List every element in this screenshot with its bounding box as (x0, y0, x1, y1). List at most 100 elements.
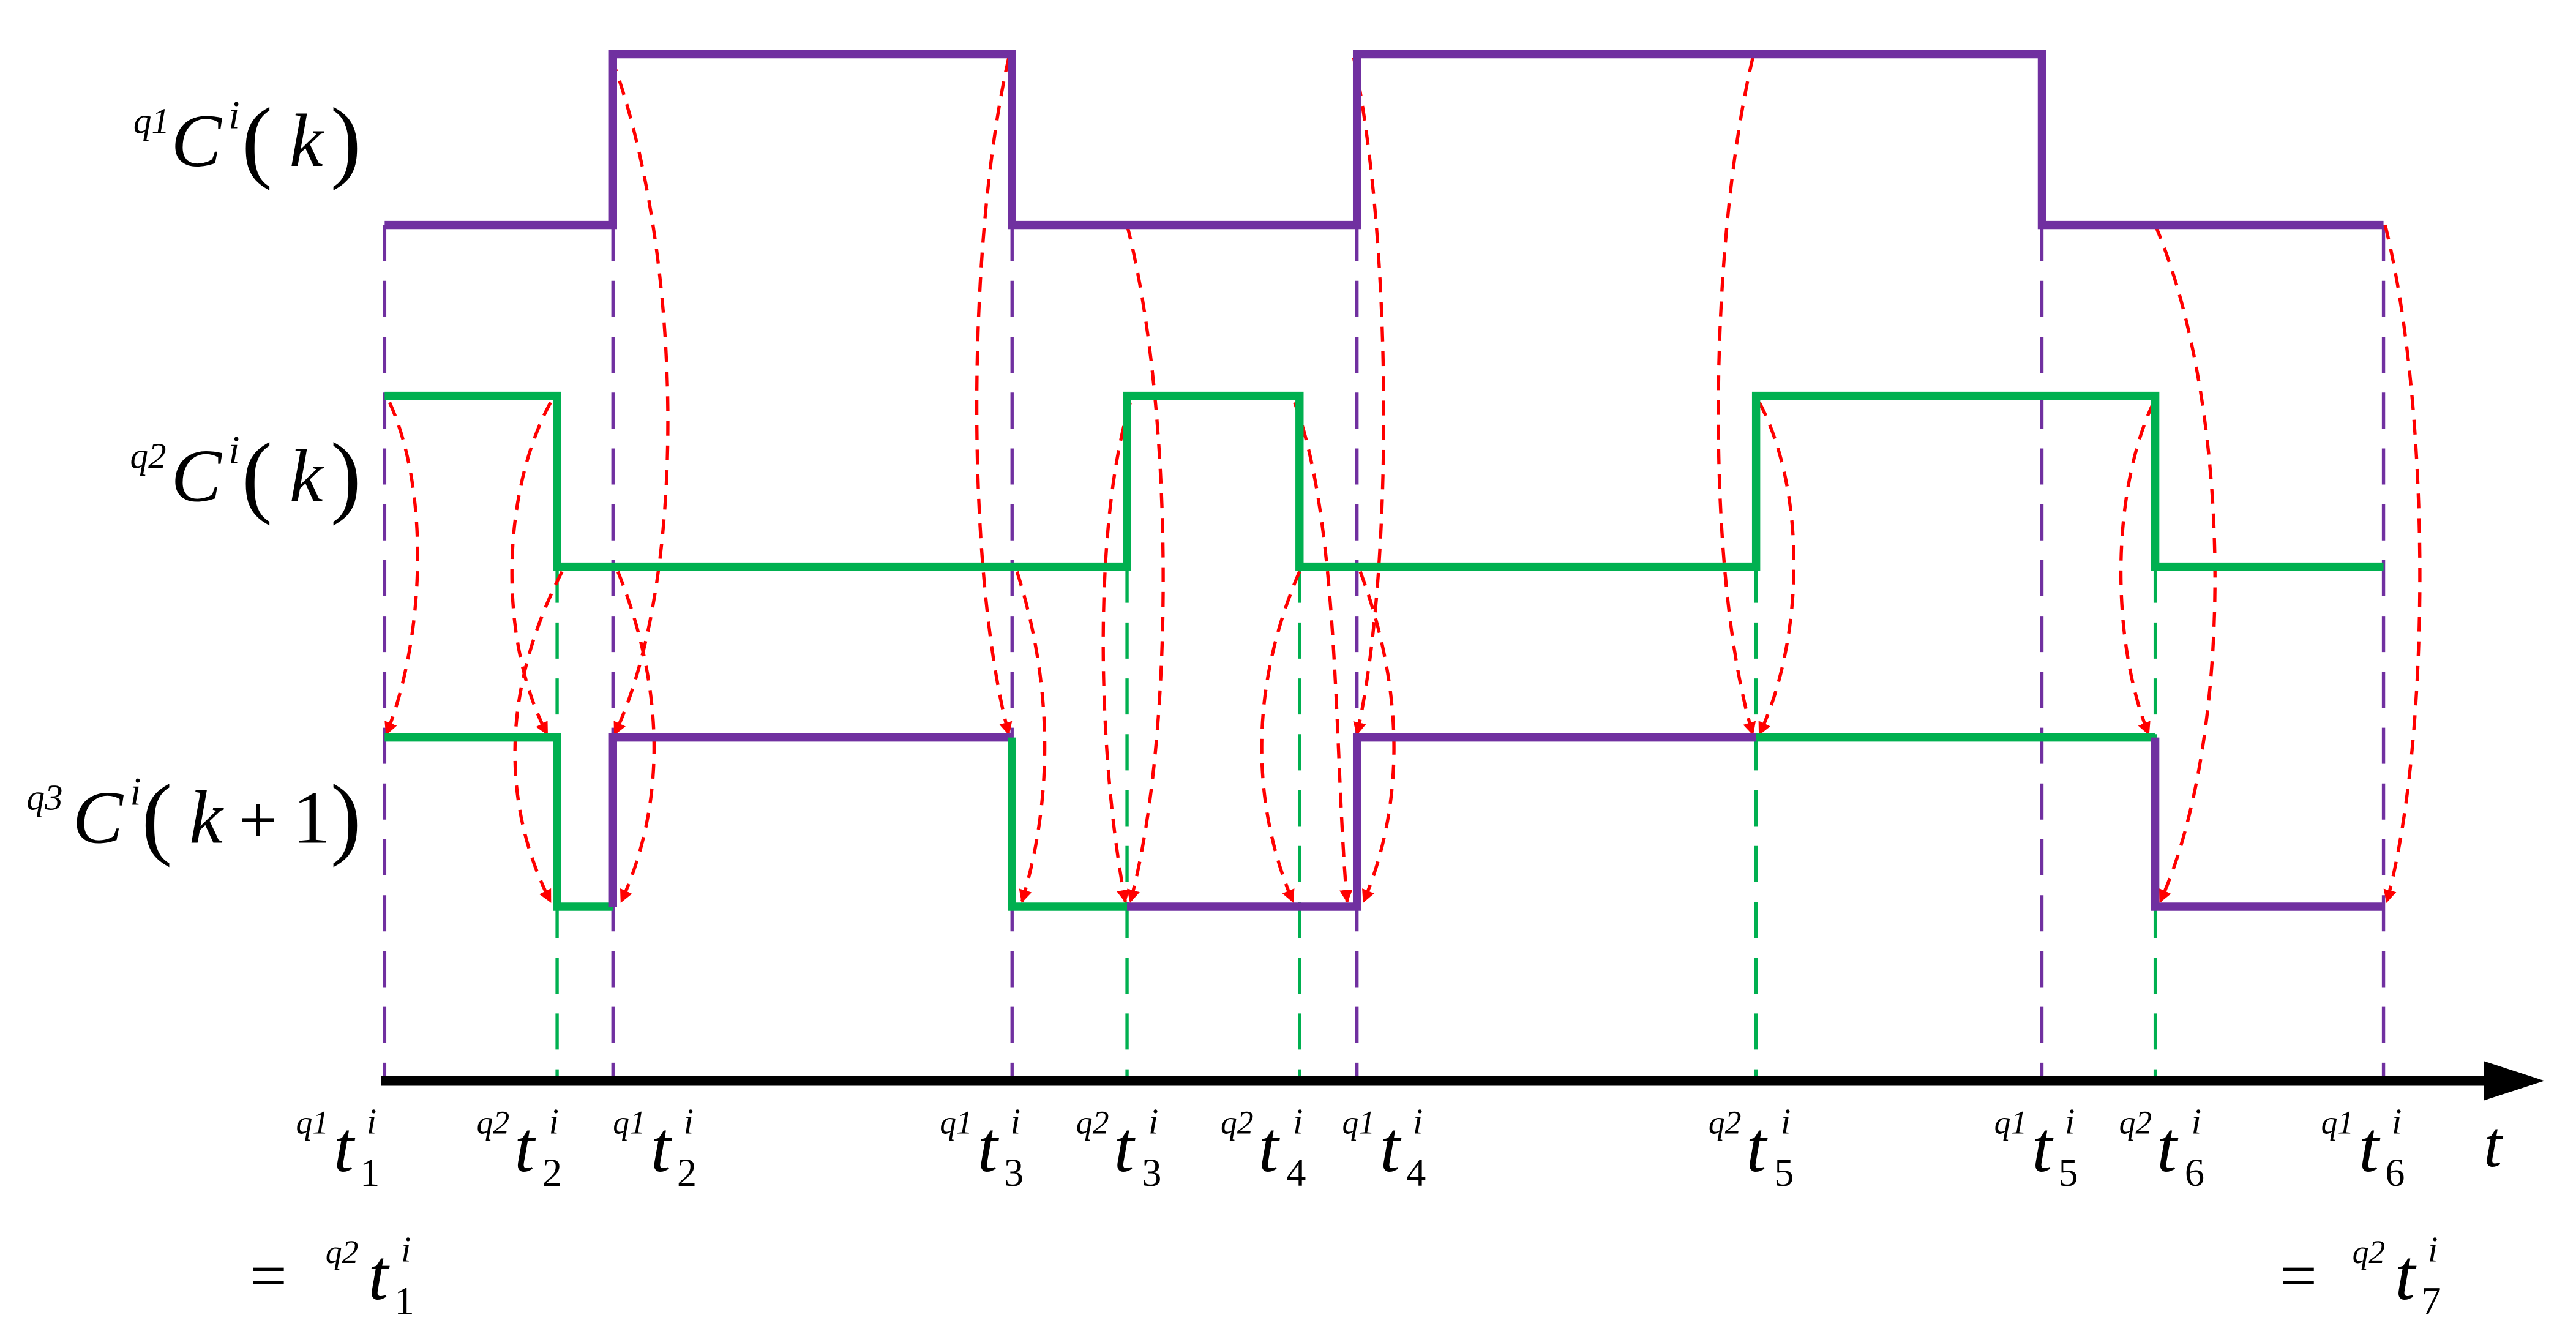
equality-left: = q2 t i 1 (250, 1229, 414, 1323)
svg-text:6: 6 (2385, 1151, 2405, 1194)
tick-q1t4: q1 t i 4 (1342, 1101, 1426, 1194)
arrow-4 (513, 571, 564, 903)
q1-waveform (384, 50, 2384, 230)
q2-waveform (384, 391, 2384, 571)
row-label-q1: q1 C i ( k ) (133, 89, 361, 191)
svg-text:q1: q1 (133, 100, 170, 141)
svg-text:i: i (401, 1229, 411, 1270)
svg-text:i: i (549, 1101, 559, 1141)
arrow-9 (1125, 224, 1165, 904)
svg-text:7: 7 (2421, 1279, 2441, 1322)
row-label-q3: q3 C i ( k + 1 ) (26, 766, 361, 868)
arrow-5 (616, 571, 656, 903)
svg-text:q2: q2 (2353, 1234, 2386, 1270)
svg-text:4: 4 (1286, 1151, 1306, 1194)
tick-q1t1: q1 t i 1 (296, 1101, 380, 1194)
tick-q1t3: q1 t i 3 (940, 1101, 1024, 1194)
svg-text:i: i (2428, 1229, 2438, 1270)
svg-text:q3: q3 (26, 778, 62, 818)
svg-text:4: 4 (1406, 1151, 1426, 1194)
svg-text:): ) (331, 89, 361, 191)
svg-text:2: 2 (677, 1151, 697, 1194)
tick-q2t3: q2 t i 3 (1076, 1101, 1162, 1194)
arrow-6 (975, 57, 1013, 736)
arrow-12 (1293, 402, 1353, 904)
svg-text:i: i (1148, 1101, 1158, 1141)
svg-text:q1: q1 (2321, 1104, 2354, 1141)
svg-text:i: i (228, 429, 239, 472)
svg-text:i: i (367, 1101, 376, 1141)
svg-text:t: t (369, 1235, 391, 1315)
arrow-1 (384, 402, 419, 736)
svg-text:k: k (189, 775, 224, 859)
svg-text:5: 5 (2058, 1151, 2078, 1194)
svg-text:t: t (2359, 1107, 2381, 1187)
arrow-17 (2154, 224, 2217, 903)
arrow-3 (610, 56, 670, 736)
svg-text:t: t (2032, 1107, 2054, 1187)
svg-text:i: i (684, 1101, 694, 1141)
svg-text:1: 1 (394, 1279, 414, 1322)
svg-text:q2: q2 (477, 1104, 510, 1141)
svg-text:i: i (1781, 1101, 1791, 1141)
svg-text:t: t (978, 1107, 1000, 1187)
svg-text:C: C (171, 433, 223, 517)
svg-text:t: t (334, 1107, 356, 1187)
svg-text:t: t (1259, 1107, 1281, 1187)
svg-text:q2: q2 (1221, 1104, 1254, 1141)
svg-text:i: i (1011, 1101, 1020, 1141)
svg-text:q2: q2 (130, 436, 166, 476)
svg-text:q2: q2 (326, 1234, 359, 1270)
tick-q1t6: q1 t i 6 (2321, 1101, 2405, 1194)
svg-text:t: t (514, 1107, 536, 1187)
svg-text:5: 5 (1774, 1151, 1794, 1194)
svg-text:k: k (290, 433, 324, 517)
svg-text:(: ( (242, 89, 272, 191)
svg-text:): ) (331, 424, 361, 526)
svg-text:=: = (2280, 1240, 2318, 1313)
tick-q2t6: q2 t i 6 (2119, 1101, 2205, 1194)
svg-text:q1: q1 (296, 1104, 329, 1141)
svg-text:1: 1 (360, 1151, 380, 1194)
arrow-16 (2119, 402, 2155, 736)
arrow-11 (1352, 57, 1385, 736)
svg-text:q1: q1 (613, 1104, 646, 1141)
svg-text:t: t (2157, 1107, 2179, 1187)
arrow-8 (1101, 402, 1132, 904)
transfer-arrows (384, 56, 2422, 904)
svg-text:i: i (1293, 1101, 1303, 1141)
arrow-13 (1358, 571, 1396, 903)
svg-text:i: i (228, 93, 239, 137)
arrow-2 (510, 402, 552, 736)
tick-labels: q1 t i1 q2 t i2 q1 t i2 q1 t i3 q2 t i3 q2 t i4 q1 t i… (296, 1101, 2405, 1194)
svg-text:+: + (239, 782, 278, 858)
svg-text:6: 6 (2185, 1151, 2204, 1194)
time-axis-arrowhead (2484, 1061, 2545, 1101)
svg-text:q1: q1 (1994, 1104, 2027, 1141)
svg-text:t: t (2395, 1235, 2417, 1315)
tick-q2t2: q2 t i 2 (477, 1101, 563, 1194)
svg-text:i: i (130, 770, 141, 814)
arrow-18 (2383, 224, 2422, 904)
equality-right: = q2 t i 7 (2280, 1229, 2441, 1323)
arrow-14 (1717, 57, 1756, 736)
tick-q1t2: q1 t i 2 (613, 1101, 697, 1194)
axis-label-t: t (2484, 1108, 2503, 1181)
svg-text:(: ( (141, 766, 172, 868)
row-label-q2: q2 C i ( k ) (130, 424, 361, 526)
svg-text:t: t (651, 1107, 673, 1187)
svg-text:k: k (290, 99, 324, 182)
svg-text:2: 2 (542, 1151, 562, 1194)
svg-text:=: = (250, 1240, 287, 1313)
svg-text:q2: q2 (1709, 1104, 1742, 1141)
svg-text:C: C (73, 775, 124, 859)
arrow-10 (1260, 571, 1301, 903)
arrow-7 (1015, 571, 1047, 904)
tick-q2t4: q2 t i 4 (1221, 1101, 1306, 1194)
svg-text:q2: q2 (1076, 1104, 1109, 1141)
svg-text:i: i (2192, 1101, 2201, 1141)
q3-waveform (384, 733, 2384, 911)
svg-text:i: i (2065, 1101, 2075, 1141)
svg-text:t: t (1747, 1107, 1769, 1187)
